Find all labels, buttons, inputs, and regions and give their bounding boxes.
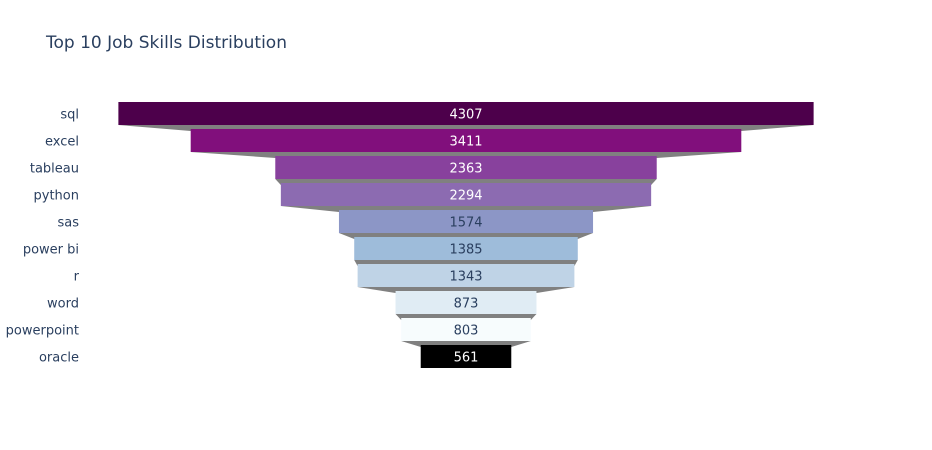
data-label: 4307 [449,108,482,123]
funnel-bar-python[interactable] [280,183,652,206]
data-label: 2363 [449,162,482,177]
data-label: 1385 [449,243,482,258]
funnel-bar-sql[interactable] [118,102,814,125]
category-tick-label: power bi [23,243,79,258]
data-label: 2294 [449,189,482,204]
category-tick-label: sql [60,108,79,123]
funnel-bar-word[interactable] [395,291,537,314]
data-label: 561 [454,351,479,366]
category-tick-label: oracle [39,351,79,366]
funnel-bar-excel[interactable] [190,129,742,152]
data-label: 3411 [449,135,482,150]
data-label: 803 [454,324,479,339]
category-tick-label: r [74,270,80,285]
category-tick-label: excel [45,135,79,150]
data-label: 1574 [449,216,482,231]
funnel-bar-sas[interactable] [338,210,594,233]
funnel-bar-r[interactable] [357,264,575,287]
data-label: 1343 [449,270,482,285]
category-tick-label: python [34,189,79,204]
category-tick-label: sas [57,216,79,231]
category-tick-label: word [47,297,79,312]
funnel-bar-tableau[interactable] [275,156,657,179]
data-label: 873 [454,297,479,312]
category-tick-label: powerpoint [6,324,79,339]
category-tick-label: tableau [30,162,79,177]
funnel-bar-powerpoint[interactable] [401,318,531,341]
funnel-bar-power-bi[interactable] [354,237,578,260]
funnel-bar-oracle[interactable] [420,345,512,368]
chart-title: Top 10 Job Skills Distribution [46,33,287,53]
